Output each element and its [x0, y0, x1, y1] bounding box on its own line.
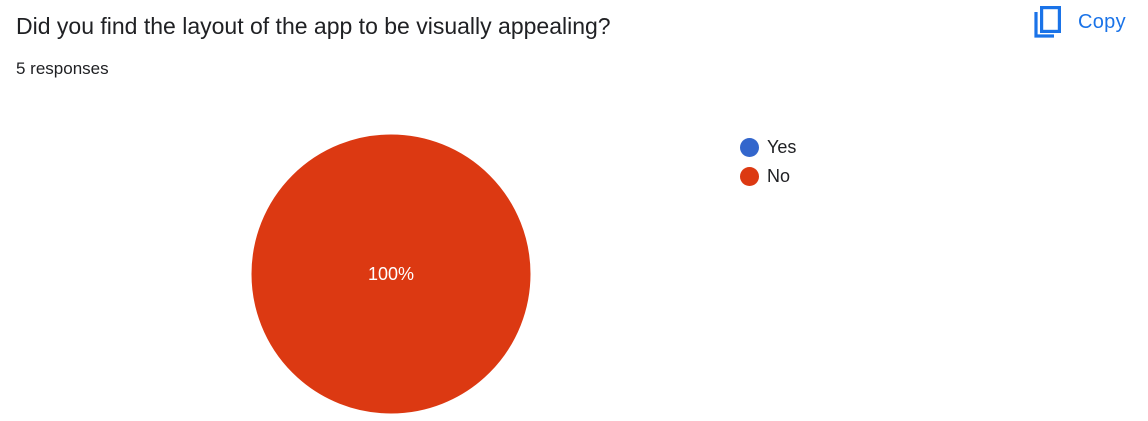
- pie-label-no: 100%: [368, 264, 414, 284]
- legend-item-yes[interactable]: Yes: [740, 133, 796, 162]
- copy-label: Copy: [1078, 10, 1126, 33]
- pie-slice-no[interactable]: [250, 133, 532, 415]
- legend-swatch-yes: [740, 138, 759, 157]
- pie-slices: [250, 133, 532, 415]
- question-title: Did you find the layout of the app to be…: [16, 13, 611, 39]
- legend-label-yes: Yes: [767, 137, 797, 157]
- legend-label-no: No: [767, 166, 791, 186]
- legend-swatch-no: [740, 167, 759, 186]
- response-count: 5 responses: [16, 59, 109, 78]
- pie-labels: 100%: [368, 264, 414, 284]
- copy-icon: [1034, 5, 1061, 38]
- chart-legend: Yes No: [740, 133, 796, 191]
- legend-item-no[interactable]: No: [740, 162, 796, 191]
- copy-button[interactable]: Copy: [1026, 2, 1136, 42]
